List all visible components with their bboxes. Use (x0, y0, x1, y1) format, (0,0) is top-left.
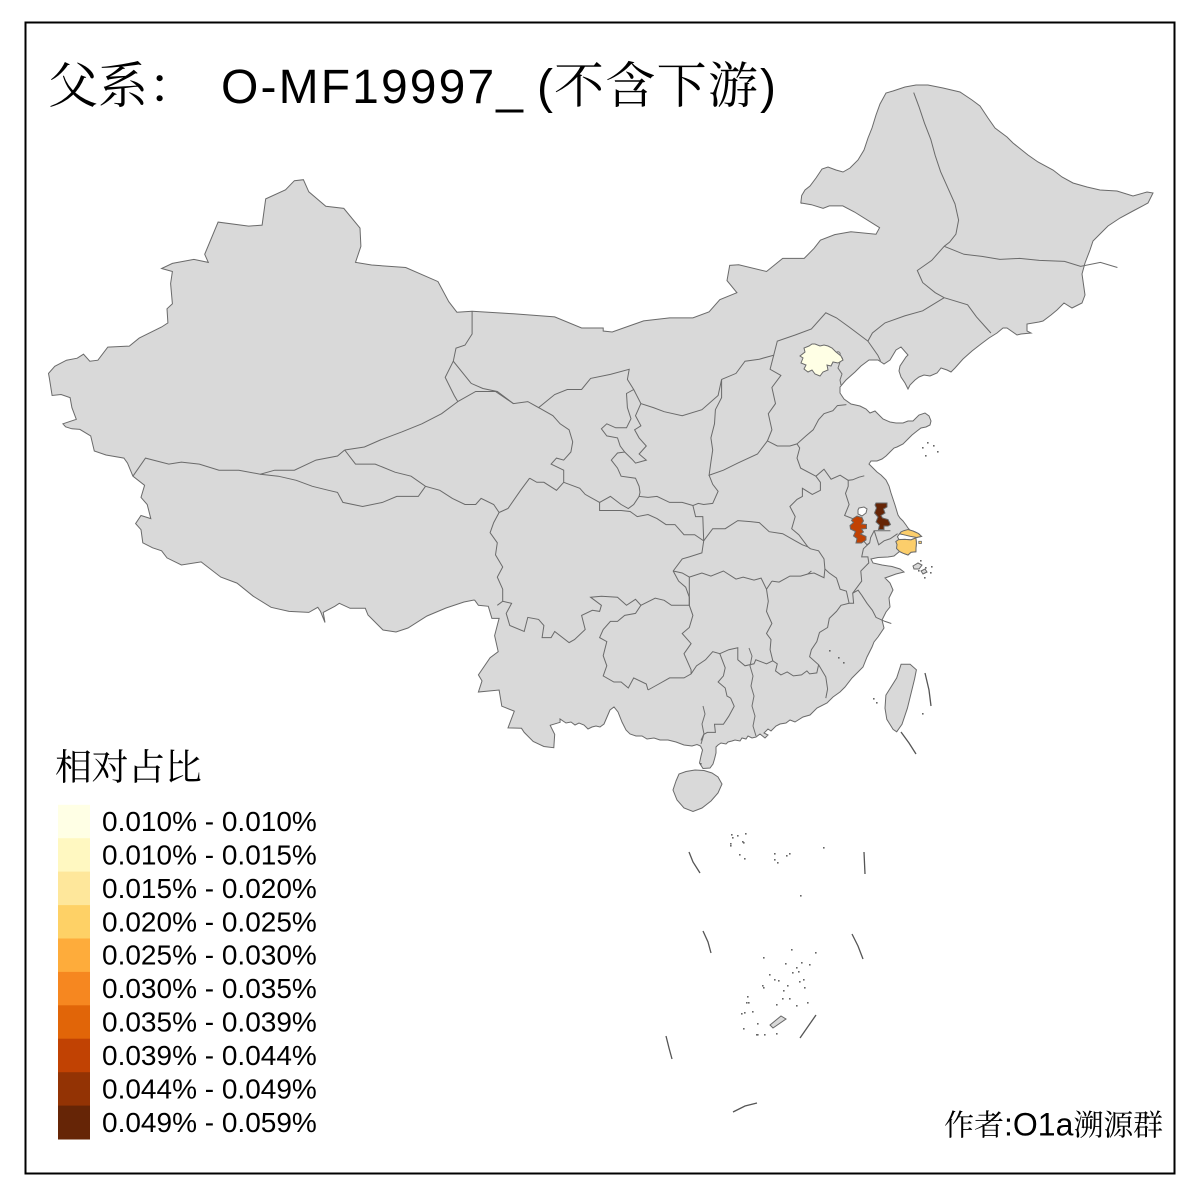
svg-text::O1a: :O1a (1004, 1107, 1074, 1143)
svg-text:0.044% - 0.049%: 0.044% - 0.049% (102, 1073, 317, 1104)
svg-text:0.020% - 0.025%: 0.020% - 0.025% (102, 906, 317, 937)
svg-text:0.015% - 0.020%: 0.015% - 0.020% (102, 873, 317, 904)
svg-text:(: ( (537, 61, 553, 114)
svg-text:): ) (760, 61, 776, 114)
svg-text:0.030% - 0.035%: 0.030% - 0.035% (102, 973, 317, 1004)
svg-text:0.035% - 0.039%: 0.035% - 0.039% (102, 1007, 317, 1038)
svg-text:0.010% - 0.010%: 0.010% - 0.010% (102, 806, 317, 837)
svg-text:0.039% - 0.044%: 0.039% - 0.044% (102, 1040, 317, 1071)
svg-text:0.025% - 0.030%: 0.025% - 0.030% (102, 940, 317, 971)
svg-text:0.049% - 0.059%: 0.049% - 0.059% (102, 1107, 317, 1138)
svg-text:O-MF19997_: O-MF19997_ (221, 61, 524, 114)
svg-text:0.010% - 0.015%: 0.010% - 0.015% (102, 839, 317, 870)
